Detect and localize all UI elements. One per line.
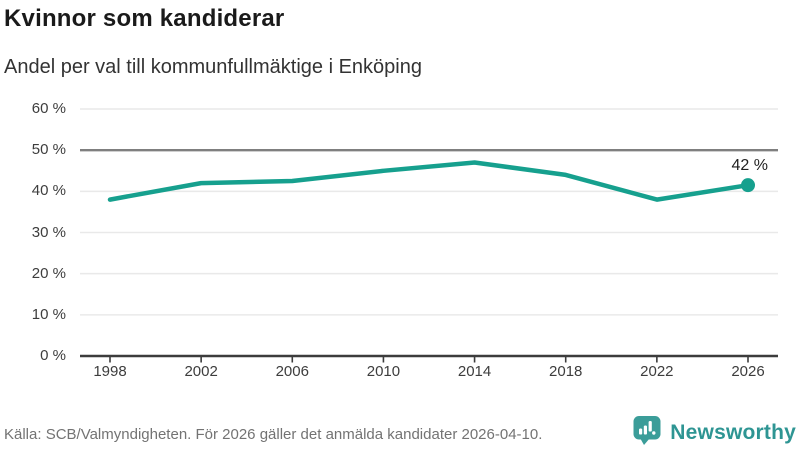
speech-bubble-barchart-icon — [631, 415, 663, 450]
x-tick-label: 2018 — [549, 363, 583, 380]
y-tick-label: 50 % — [31, 141, 66, 159]
newsworthy-logo-text: Newsworthy — [670, 421, 796, 444]
y-tick-label: 30 % — [31, 223, 66, 241]
x-tick-label: 2022 — [640, 363, 674, 380]
x-tick-label: 2014 — [457, 363, 492, 380]
last-point-marker — [741, 178, 755, 193]
source-attribution: Källa: SCB/Valmyndigheten. För 2026 gäll… — [4, 426, 543, 443]
y-tick-label: 20 % — [31, 264, 66, 282]
y-tick-label: 0 % — [40, 347, 66, 364]
newsworthy-logo[interactable]: Newsworthy — [631, 415, 796, 450]
x-tick-label: 2006 — [275, 363, 309, 380]
y-tick-label: 40 % — [31, 182, 66, 200]
y-tick-label: 60 % — [31, 100, 66, 117]
data-line — [107, 160, 751, 202]
chart-title: Kvinnor som kandiderar — [4, 5, 285, 32]
y-tick-label: 10 % — [31, 305, 66, 323]
x-tick-label: 2026 — [731, 363, 765, 380]
x-tick-label: 1998 — [93, 363, 127, 380]
chart-subtitle: Andel per val till kommunfullmäktige i E… — [4, 56, 422, 78]
last-point-value-label: 42 % — [731, 157, 768, 174]
x-tick-label: 2010 — [366, 363, 401, 380]
x-tick-label: 2002 — [184, 363, 218, 380]
